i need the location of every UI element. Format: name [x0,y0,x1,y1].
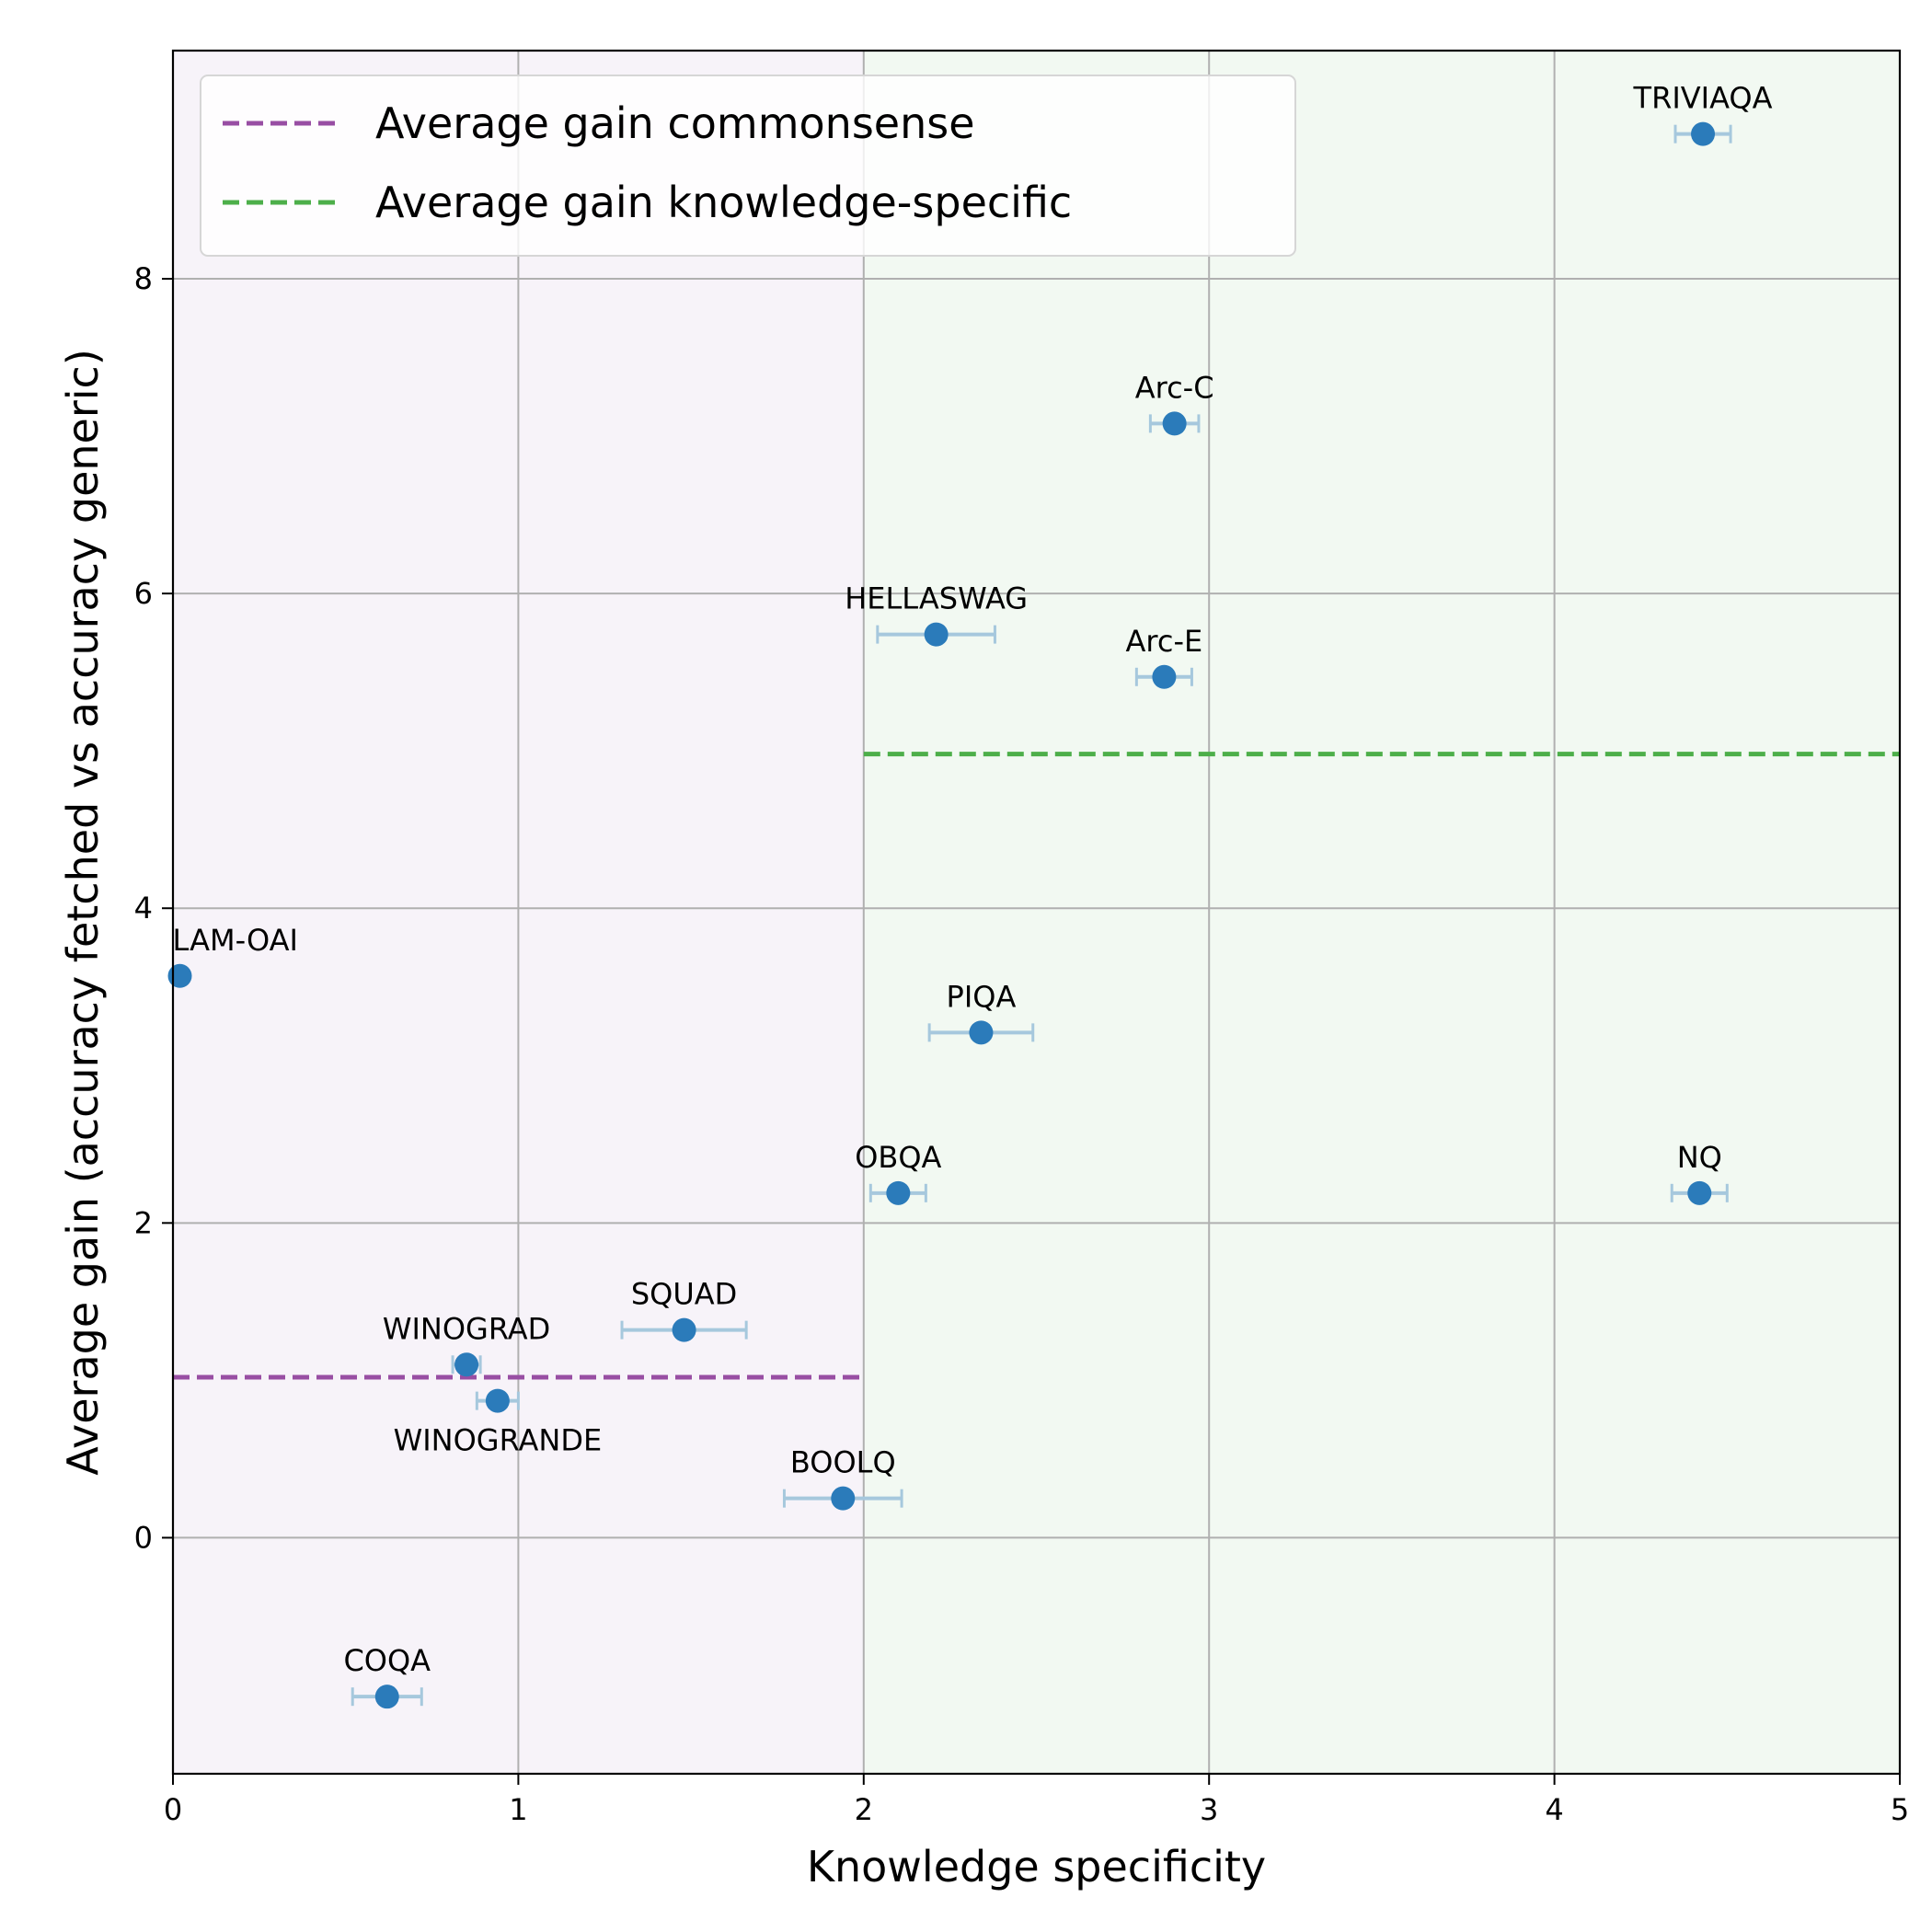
point-label-winogrande: WINOGRANDE [394,1423,603,1458]
y-tick-label: 0 [134,1520,153,1555]
point-labels: TRIVIAQA Arc-C HELLASWAG Arc-E LAM-OAI PIQA OB… [173,81,1773,1679]
point-label-arc-c: Arc-C [1135,370,1214,405]
point-label-boolq: BOOLQ [790,1445,896,1480]
y-tick-label: 8 [134,261,153,296]
point-squad [672,1317,696,1342]
point-hellaswag [924,622,949,647]
x-tick-label: 5 [1891,1792,1909,1827]
point-label-winograd: WINOGRAD [383,1311,550,1346]
point-piqa [969,1020,994,1045]
point-label-piqa: PIQA [947,979,1017,1014]
point-nq [1687,1180,1712,1205]
point-coqa [374,1685,399,1709]
region-backgrounds [173,51,1900,1774]
point-arc-e [1152,664,1177,689]
error-bars [351,124,1732,1707]
point-label-hellaswag: HELLASWAG [845,581,1028,616]
point-label-lam-oai: LAM-OAI [173,923,298,958]
point-label-coqa: COQA [343,1643,431,1678]
y-tick-label: 6 [134,576,153,611]
point-obqa [886,1180,911,1205]
axis-ticks: 0 1 2 3 4 5 0 2 4 6 8 [134,261,1910,1827]
point-winogrande [485,1388,510,1413]
x-tick-label: 2 [855,1792,873,1827]
x-tick-label: 0 [164,1792,182,1827]
y-tick-label: 2 [134,1205,153,1240]
point-boolq [831,1486,856,1511]
x-tick-label: 4 [1545,1792,1563,1827]
point-label-triviaqa: TRIVIAQA [1633,81,1773,116]
legend-label-knowledge-specific: Average gain knowledge-specific [375,178,1072,227]
y-axis-title: Average gain (accuracy fetched vs accura… [58,349,108,1476]
point-label-nq: NQ [1677,1140,1722,1175]
grid-lines [172,51,1901,1774]
point-arc-c [1162,411,1187,436]
data-points [167,121,1716,1709]
plot-frame [171,49,1902,1776]
legend-label-commonsense: Average gain commonsense [375,98,975,148]
region-knowledge-specific [863,51,1900,1774]
point-label-arc-e: Arc-E [1126,624,1203,659]
point-triviaqa [1691,121,1716,146]
point-lam-oai [167,963,192,988]
reference-lines [173,752,1900,1380]
x-tick-label: 3 [1200,1792,1218,1827]
point-label-obqa: OBQA [855,1140,941,1175]
point-winograd [454,1352,479,1377]
y-tick-label: 4 [134,891,153,926]
point-label-squad: SQUAD [631,1277,737,1312]
x-axis-title: Knowledge specificity [807,1842,1266,1892]
legend: Average gain commonsense Average gain kn… [200,75,1296,257]
legend-box [200,75,1296,257]
x-tick-label: 1 [509,1792,527,1827]
